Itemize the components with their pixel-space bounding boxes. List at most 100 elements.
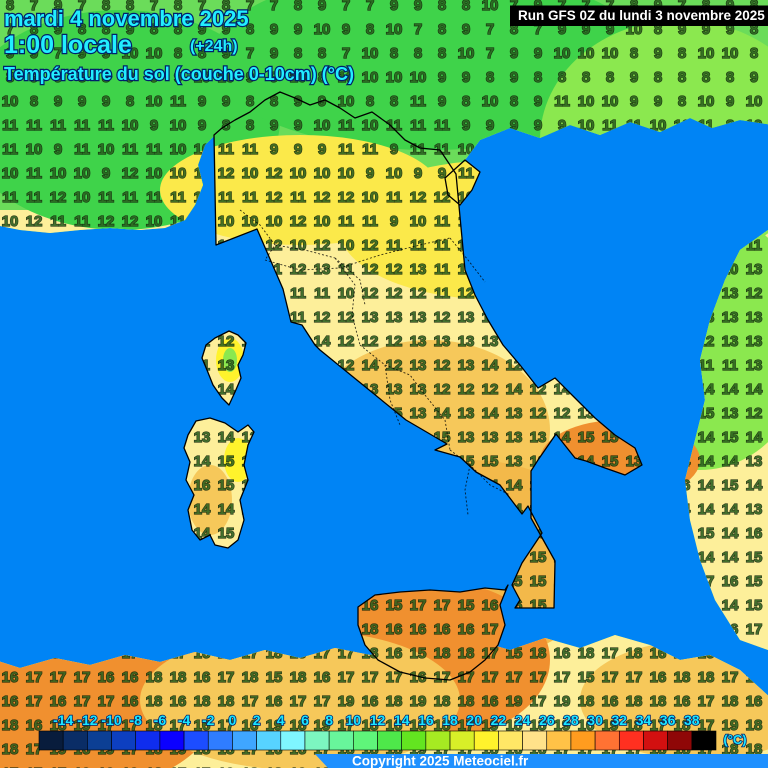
svg-text:11: 11 [218, 141, 234, 158]
svg-text:15: 15 [458, 597, 475, 614]
svg-text:12: 12 [290, 213, 307, 230]
svg-text:11: 11 [74, 213, 90, 230]
svg-text:9: 9 [390, 213, 398, 230]
svg-text:13: 13 [506, 429, 523, 446]
svg-text:8: 8 [678, 45, 686, 62]
svg-text:12: 12 [554, 405, 571, 422]
svg-text:12: 12 [122, 213, 139, 230]
svg-text:11: 11 [50, 213, 66, 230]
svg-text:9: 9 [198, 117, 206, 134]
svg-text:7: 7 [486, 21, 494, 38]
svg-text:11: 11 [722, 357, 738, 374]
svg-text:17: 17 [602, 669, 619, 686]
svg-text:13: 13 [746, 261, 763, 278]
svg-text:9: 9 [462, 69, 470, 86]
svg-text:-8: -8 [129, 712, 142, 728]
svg-text:12: 12 [530, 405, 547, 422]
svg-text:18: 18 [290, 669, 307, 686]
svg-text:12: 12 [362, 237, 379, 254]
svg-text:19: 19 [338, 693, 355, 710]
svg-text:14: 14 [722, 525, 739, 542]
svg-text:9: 9 [654, 45, 662, 62]
svg-text:-10: -10 [101, 712, 121, 728]
svg-text:13: 13 [506, 405, 523, 422]
svg-text:12: 12 [370, 712, 386, 728]
svg-text:12: 12 [458, 381, 475, 398]
svg-text:8: 8 [325, 712, 333, 728]
svg-text:17: 17 [314, 693, 331, 710]
svg-text:8: 8 [582, 69, 590, 86]
svg-text:10: 10 [122, 117, 139, 134]
svg-text:13: 13 [722, 285, 739, 302]
svg-text:11: 11 [2, 189, 18, 206]
svg-text:13: 13 [746, 501, 763, 518]
svg-text:10: 10 [2, 93, 19, 110]
svg-text:11: 11 [338, 261, 354, 278]
svg-text:8: 8 [126, 93, 134, 110]
svg-text:8: 8 [534, 69, 542, 86]
svg-text:11: 11 [338, 141, 354, 158]
svg-text:17: 17 [530, 693, 547, 710]
svg-text:19: 19 [506, 693, 523, 710]
svg-text:10: 10 [74, 189, 91, 206]
svg-text:10: 10 [98, 141, 115, 158]
svg-text:10: 10 [386, 21, 403, 38]
svg-text:15: 15 [578, 669, 595, 686]
svg-text:11: 11 [434, 213, 450, 230]
svg-text:10: 10 [746, 93, 763, 110]
svg-text:14: 14 [698, 453, 715, 470]
svg-text:14: 14 [506, 381, 523, 398]
svg-text:9: 9 [198, 93, 206, 110]
svg-text:11: 11 [290, 285, 306, 302]
svg-text:12: 12 [314, 237, 331, 254]
svg-text:10: 10 [338, 237, 355, 254]
svg-text:8: 8 [366, 21, 374, 38]
svg-text:10: 10 [338, 285, 355, 302]
svg-text:12: 12 [362, 261, 379, 278]
svg-text:13: 13 [722, 333, 739, 350]
svg-text:7: 7 [414, 21, 422, 38]
svg-text:9: 9 [390, 141, 398, 158]
svg-text:12: 12 [386, 285, 403, 302]
svg-text:10: 10 [362, 69, 379, 86]
svg-text:12: 12 [338, 189, 355, 206]
svg-text:18: 18 [362, 621, 379, 638]
svg-text:8: 8 [294, 0, 302, 14]
svg-text:17: 17 [50, 669, 67, 686]
svg-text:9: 9 [78, 93, 86, 110]
svg-text:11: 11 [314, 285, 330, 302]
svg-text:7: 7 [486, 45, 494, 62]
svg-text:9: 9 [294, 141, 302, 158]
svg-text:15: 15 [578, 429, 595, 446]
svg-text:17: 17 [746, 621, 763, 638]
svg-text:11: 11 [362, 141, 378, 158]
svg-text:12: 12 [362, 333, 379, 350]
svg-text:8: 8 [174, 45, 182, 62]
svg-text:10: 10 [170, 141, 187, 158]
svg-text:38: 38 [684, 712, 700, 728]
svg-text:8: 8 [438, 21, 446, 38]
svg-text:28: 28 [563, 712, 579, 728]
svg-text:13: 13 [506, 453, 523, 470]
svg-text:16: 16 [482, 693, 499, 710]
svg-text:10: 10 [242, 165, 259, 182]
svg-text:14: 14 [482, 405, 499, 422]
svg-text:12: 12 [338, 333, 355, 350]
svg-text:10: 10 [170, 117, 187, 134]
svg-text:11: 11 [410, 93, 426, 110]
svg-text:15: 15 [386, 597, 403, 614]
svg-text:7: 7 [246, 45, 254, 62]
svg-text:10: 10 [290, 237, 307, 254]
svg-text:9: 9 [366, 165, 374, 182]
svg-text:10: 10 [602, 93, 619, 110]
svg-text:16: 16 [746, 693, 763, 710]
svg-text:17: 17 [74, 693, 91, 710]
svg-text:12: 12 [122, 165, 139, 182]
svg-text:7: 7 [342, 45, 350, 62]
svg-text:8: 8 [750, 45, 758, 62]
svg-text:13: 13 [458, 429, 475, 446]
svg-text:10: 10 [554, 45, 571, 62]
svg-text:8: 8 [702, 69, 710, 86]
svg-text:13: 13 [722, 405, 739, 422]
svg-text:20: 20 [466, 712, 482, 728]
